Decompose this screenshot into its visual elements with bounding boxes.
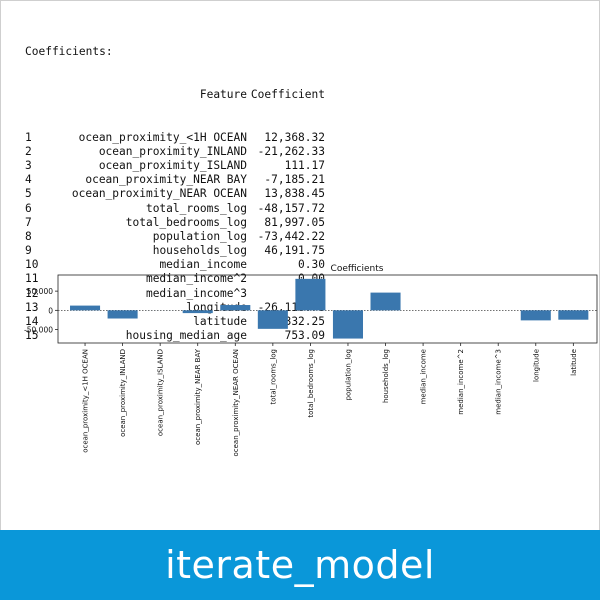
column-header-coefficient: Coefficient (250, 88, 325, 102)
bar (295, 278, 326, 311)
x-tick-label: ocean_proximity_<1H OCEAN (82, 349, 90, 453)
title-banner: iterate_model (0, 530, 600, 600)
console-header: Coefficients: (25, 45, 113, 59)
x-tick-label: total_bedrooms_log (307, 349, 315, 418)
table-row: 7 total_bedrooms_log 81,997.05 (25, 216, 325, 230)
plot-frame (57, 274, 598, 344)
table-row: 6 total_rooms_log -48,157.72 (25, 202, 325, 216)
bar (107, 310, 138, 319)
bar (370, 292, 401, 311)
row-index: 5 (25, 187, 32, 201)
row-coefficient: 753.09 (284, 329, 325, 343)
banner-title: iterate_model (165, 543, 435, 587)
chart-title: Coefficients (331, 264, 384, 274)
row-index: 10 (25, 258, 39, 272)
bar (70, 305, 101, 311)
table-row: 10 median_income 0.30 (25, 258, 325, 272)
row-index: 14 (25, 315, 39, 329)
bar (257, 310, 288, 329)
y-tick-label: 0 (48, 306, 53, 315)
x-tick-label: longitude (532, 349, 540, 382)
bar (332, 310, 363, 339)
table-header: Feature Coefficient (25, 88, 325, 102)
row-index: 1 (25, 130, 32, 144)
table-row: 1 ocean_proximity_<1H OCEAN 12,368.32 (25, 131, 325, 145)
console-output: Coefficients: Feature Coefficient 1 ocean… (25, 17, 325, 358)
row-index: 11 (25, 272, 39, 286)
row-index: 6 (25, 201, 32, 215)
row-feature: ocean_proximity_ISLAND (98, 158, 247, 172)
row-feature: median_income^3 (145, 286, 247, 300)
bar (182, 310, 213, 314)
coefficient-table: 1 ocean_proximity_<1H OCEAN 12,368.32 2 ocea… (25, 131, 325, 344)
row-feature: median_income^2 (145, 272, 247, 286)
row-feature: ocean_proximity_INLAND (98, 144, 247, 158)
chart-plot-area: 50,000 0 -50,000 ocean_proximity_<1H OCEAN o… (24, 274, 598, 457)
row-coefficient: -7,185.21 (264, 173, 325, 187)
row-feature: median_income (159, 258, 247, 272)
x-tick-label: households_log (382, 349, 390, 403)
table-row: 4 ocean_proximity_NEAR BAY -7,185.21 (25, 173, 325, 187)
coefficients-chart: Coefficients 50,000 0 -50,000 ocean_proximi… (24, 264, 598, 457)
row-index: 3 (25, 158, 32, 172)
row-feature: total_bedrooms_log (125, 215, 247, 229)
row-coefficient: -73,442.22 (257, 229, 325, 243)
table-row: 9 households_log 46,191.75 (25, 244, 325, 258)
x-tick-label: population_log (344, 349, 352, 400)
x-tick-label: median_income^2 (457, 349, 465, 415)
table-row: 15 housing_median_age 753.09 (25, 329, 325, 343)
x-tick-label: ocean_proximity_NEAR BAY (194, 348, 202, 445)
x-tick-label: ocean_proximity_ISLAND (157, 349, 165, 436)
row-index: 12 (25, 286, 39, 300)
x-tick-label: latitude (570, 349, 578, 376)
row-coefficient: 0.30 (298, 258, 325, 272)
row-feature: ocean_proximity_<1H OCEAN (78, 130, 247, 144)
row-index: 13 (25, 300, 39, 314)
row-index: 2 (25, 144, 32, 158)
row-feature: total_rooms_log (145, 201, 247, 215)
row-index: 9 (25, 244, 32, 258)
row-coefficient: 81,997.05 (264, 215, 325, 229)
table-row: 2 ocean_proximity_INLAND -21,262.33 (25, 145, 325, 159)
row-index: 8 (25, 229, 32, 243)
bar (220, 305, 251, 311)
row-feature: ocean_proximity_NEAR OCEAN (71, 187, 247, 201)
y-tick-label: -50,000 (24, 326, 53, 335)
row-coefficient: -21,262.33 (257, 144, 325, 158)
x-tick-label: ocean_proximity_NEAR OCEAN (232, 349, 240, 457)
row-coefficient: 111.17 (284, 158, 325, 172)
x-tick-label: total_rooms_log (269, 349, 277, 404)
row-index: 7 (25, 215, 32, 229)
table-row: 5 ocean_proximity_NEAR OCEAN 13,838.45 (25, 187, 325, 201)
row-coefficient: 13,838.45 (264, 187, 325, 201)
x-tick-label: median_income (420, 349, 428, 404)
row-coefficient: 12,368.32 (264, 130, 325, 144)
row-feature: latitude (193, 315, 247, 329)
x-tick-label: ocean_proximity_INLAND (119, 349, 127, 437)
row-feature: housing_median_age (125, 329, 247, 343)
row-coefficient: 46,191.75 (264, 244, 325, 258)
row-index: 15 (25, 329, 39, 343)
column-header-feature: Feature (199, 88, 247, 102)
table-row: 8 population_log -73,442.22 (25, 230, 325, 244)
y-tick-label: 50,000 (27, 287, 53, 296)
table-row: 3 ocean_proximity_ISLAND 111.17 (25, 159, 325, 173)
row-feature: population_log (152, 229, 247, 243)
row-index: 4 (25, 173, 32, 187)
bar (520, 310, 551, 321)
x-tick-label: median_income^3 (495, 349, 503, 415)
row-coefficient: -48,157.72 (257, 201, 325, 215)
bar (558, 310, 589, 320)
row-feature: households_log (152, 244, 247, 258)
row-feature: ocean_proximity_NEAR BAY (85, 173, 247, 187)
